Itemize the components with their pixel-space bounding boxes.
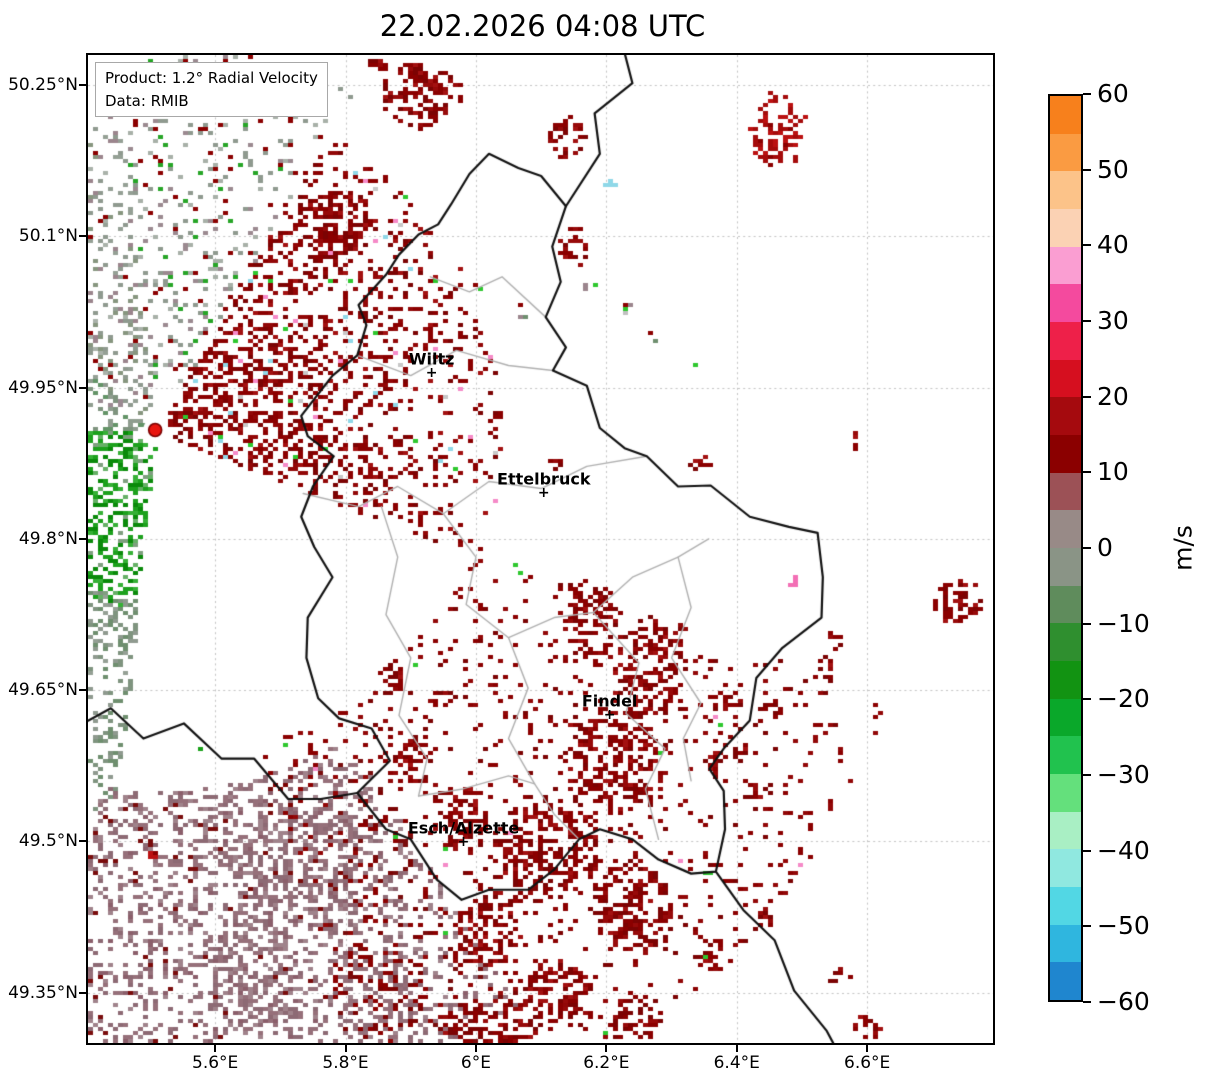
data-source-label: Data: RMIB (105, 91, 189, 110)
y-tick-label: 49.8°N (18, 528, 78, 549)
colorbar-tick-label: 60 (1097, 79, 1129, 108)
product-info-box: Product: 1.2° Radial Velocity Data: RMIB (95, 62, 328, 117)
city-label-findel: Findel (581, 691, 638, 711)
colorbar-segment-11 (1050, 510, 1081, 549)
colorbar-segment-9 (1050, 435, 1081, 473)
city-marker-esch-alzette: + (457, 834, 470, 851)
city-label-esch-alzette: Esch/Alzette (407, 818, 520, 838)
colorbar-segment-5 (1050, 284, 1081, 323)
colorbar-segment-15 (1050, 661, 1081, 699)
city-marker-ettelbruck: + (537, 484, 550, 501)
x-tick-label: 6.6°E (844, 1053, 891, 1073)
colorbar-tick-mark (1083, 849, 1091, 852)
y-tick-mark (79, 84, 86, 87)
colorbar-tick-mark (1083, 622, 1091, 625)
colorbar-tick-mark (1083, 1001, 1091, 1003)
colorbar-segment-2 (1050, 171, 1081, 210)
colorbar-segment-19 (1050, 811, 1081, 850)
colorbar-segment-18 (1050, 774, 1081, 812)
city-marker-findel: + (603, 707, 616, 724)
colorbar-tick-mark (1083, 471, 1091, 474)
colorbar-tick-label: 0 (1097, 533, 1113, 562)
x-tick-mark (735, 1045, 738, 1052)
colorbar-tick-mark (1083, 244, 1091, 247)
colorbar-tick-label: −50 (1097, 911, 1150, 941)
colorbar-tick-label: 40 (1097, 230, 1129, 260)
colorbar-tick-label: 20 (1097, 381, 1129, 411)
x-tick-mark (344, 1045, 347, 1052)
map-plot: Wiltz + Ettelbruck + Findel + Esch/Alzette + Pr… (86, 53, 995, 1045)
x-tick-label: 6°E (460, 1053, 491, 1073)
y-tick-label: 50.25°N (8, 75, 78, 96)
colorbar-tick-mark (1083, 547, 1091, 549)
colorbar-tick-label: −60 (1097, 987, 1150, 1016)
colorbar-tick-label: 30 (1097, 306, 1129, 335)
colorbar-tick-mark (1083, 925, 1091, 928)
colorbar-segment-13 (1050, 585, 1081, 624)
y-tick-mark (79, 537, 86, 540)
x-tick-label: 5.8°E (322, 1053, 369, 1073)
colorbar-tick-label: 50 (1097, 154, 1129, 184)
y-tick-mark (79, 386, 86, 389)
colorbar-tick-mark (1083, 395, 1091, 398)
y-tick-label: 49.95°N (8, 377, 78, 398)
y-tick-label: 49.35°N (8, 982, 78, 1003)
colorbar-tick-mark (1083, 698, 1091, 701)
x-tick-mark (866, 1045, 869, 1052)
y-tick-mark (79, 235, 86, 238)
colorbar-segment-21 (1050, 887, 1081, 925)
colorbar-segment-6 (1050, 322, 1081, 360)
y-tick-mark (79, 689, 86, 692)
city-label-wiltz: Wiltz (408, 349, 455, 369)
colorbar-tick-mark (1083, 93, 1091, 95)
y-tick-label: 49.5°N (18, 831, 78, 852)
colorbar-tick-label: −30 (1097, 760, 1150, 789)
colorbar-tick-label: −40 (1097, 835, 1150, 865)
colorbar-segment-23 (1050, 962, 1081, 1001)
colorbar-tick-mark (1083, 774, 1091, 776)
x-tick-label: 6.4°E (713, 1053, 760, 1073)
colorbar-segment-1 (1050, 133, 1081, 172)
colorbar-tick-label: 10 (1097, 457, 1129, 487)
radar-velocity-map-canvas (88, 55, 993, 1043)
city-marker-wiltz: + (425, 364, 438, 381)
city-layer: Wiltz + Ettelbruck + Findel + Esch/Alzette + (88, 55, 993, 1043)
x-tick-mark (605, 1045, 608, 1052)
colorbar-tick-label: −10 (1097, 608, 1150, 638)
colorbar-segment-12 (1050, 548, 1081, 586)
y-tick-label: 50.1°N (18, 226, 78, 247)
colorbar-segment-10 (1050, 472, 1081, 511)
colorbar-segment-22 (1050, 924, 1081, 963)
colorbar-segment-14 (1050, 623, 1081, 662)
x-tick-mark (474, 1045, 477, 1052)
colorbar-tick-mark (1083, 168, 1091, 171)
colorbar-segment-7 (1050, 359, 1081, 398)
x-tick-label: 5.6°E (192, 1053, 239, 1073)
x-tick-mark (214, 1045, 217, 1052)
colorbar-segment-16 (1050, 698, 1081, 737)
y-tick-label: 49.65°N (8, 680, 78, 701)
colorbar-tick-label: −20 (1097, 684, 1150, 714)
x-tick-label: 6.2°E (583, 1053, 630, 1073)
product-name-label: Product: 1.2° Radial Velocity (105, 69, 318, 87)
colorbar-unit-label: m/s (1168, 525, 1198, 571)
colorbar-segment-4 (1050, 246, 1081, 285)
colorbar (1048, 94, 1083, 1002)
colorbar-segment-0 (1050, 96, 1081, 134)
colorbar-segment-17 (1050, 736, 1081, 775)
y-tick-mark (79, 991, 86, 994)
plot-title: 22.02.2026 04:08 UTC (379, 9, 706, 43)
colorbar-segment-8 (1050, 397, 1081, 436)
colorbar-segment-3 (1050, 209, 1081, 247)
colorbar-segment-20 (1050, 849, 1081, 888)
y-tick-mark (79, 840, 86, 843)
colorbar-tick-mark (1083, 320, 1091, 322)
city-label-ettelbruck: Ettelbruck (497, 469, 591, 489)
